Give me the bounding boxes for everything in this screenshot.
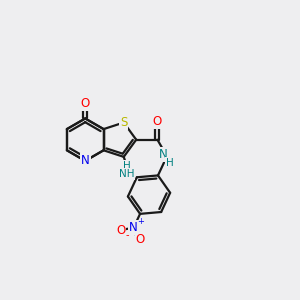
Text: H: H bbox=[122, 161, 130, 171]
Text: NH: NH bbox=[118, 169, 134, 179]
Text: N: N bbox=[129, 221, 138, 234]
Text: O: O bbox=[116, 224, 125, 236]
Text: O: O bbox=[81, 97, 90, 110]
Text: +: + bbox=[137, 217, 144, 226]
Text: N: N bbox=[159, 148, 168, 161]
Text: N: N bbox=[81, 154, 90, 167]
Text: -: - bbox=[125, 230, 129, 240]
Text: S: S bbox=[120, 116, 127, 129]
Text: O: O bbox=[136, 233, 145, 246]
Text: H: H bbox=[166, 158, 174, 168]
Text: O: O bbox=[153, 115, 162, 128]
